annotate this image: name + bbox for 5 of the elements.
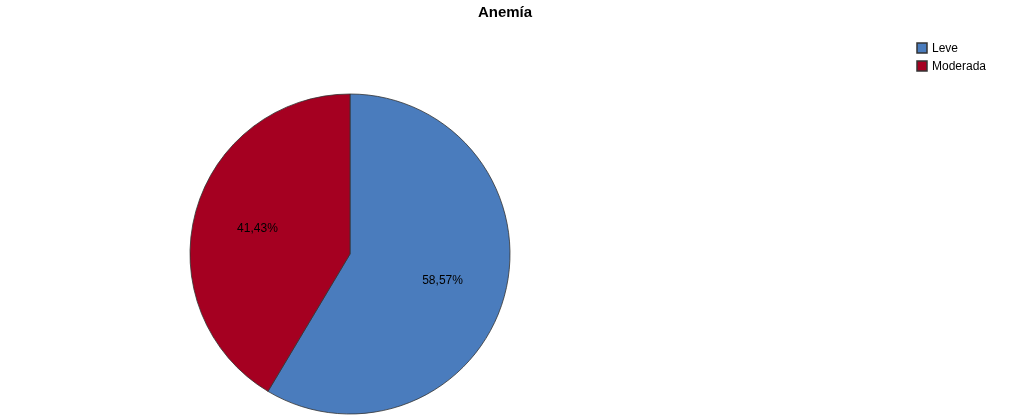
data-label: 58,57% xyxy=(422,272,464,287)
legend-label: Moderada xyxy=(932,59,987,73)
data-label: 41,43% xyxy=(237,221,279,236)
legend-label: Leve xyxy=(932,41,959,55)
chart-title: Anemía xyxy=(477,3,533,20)
